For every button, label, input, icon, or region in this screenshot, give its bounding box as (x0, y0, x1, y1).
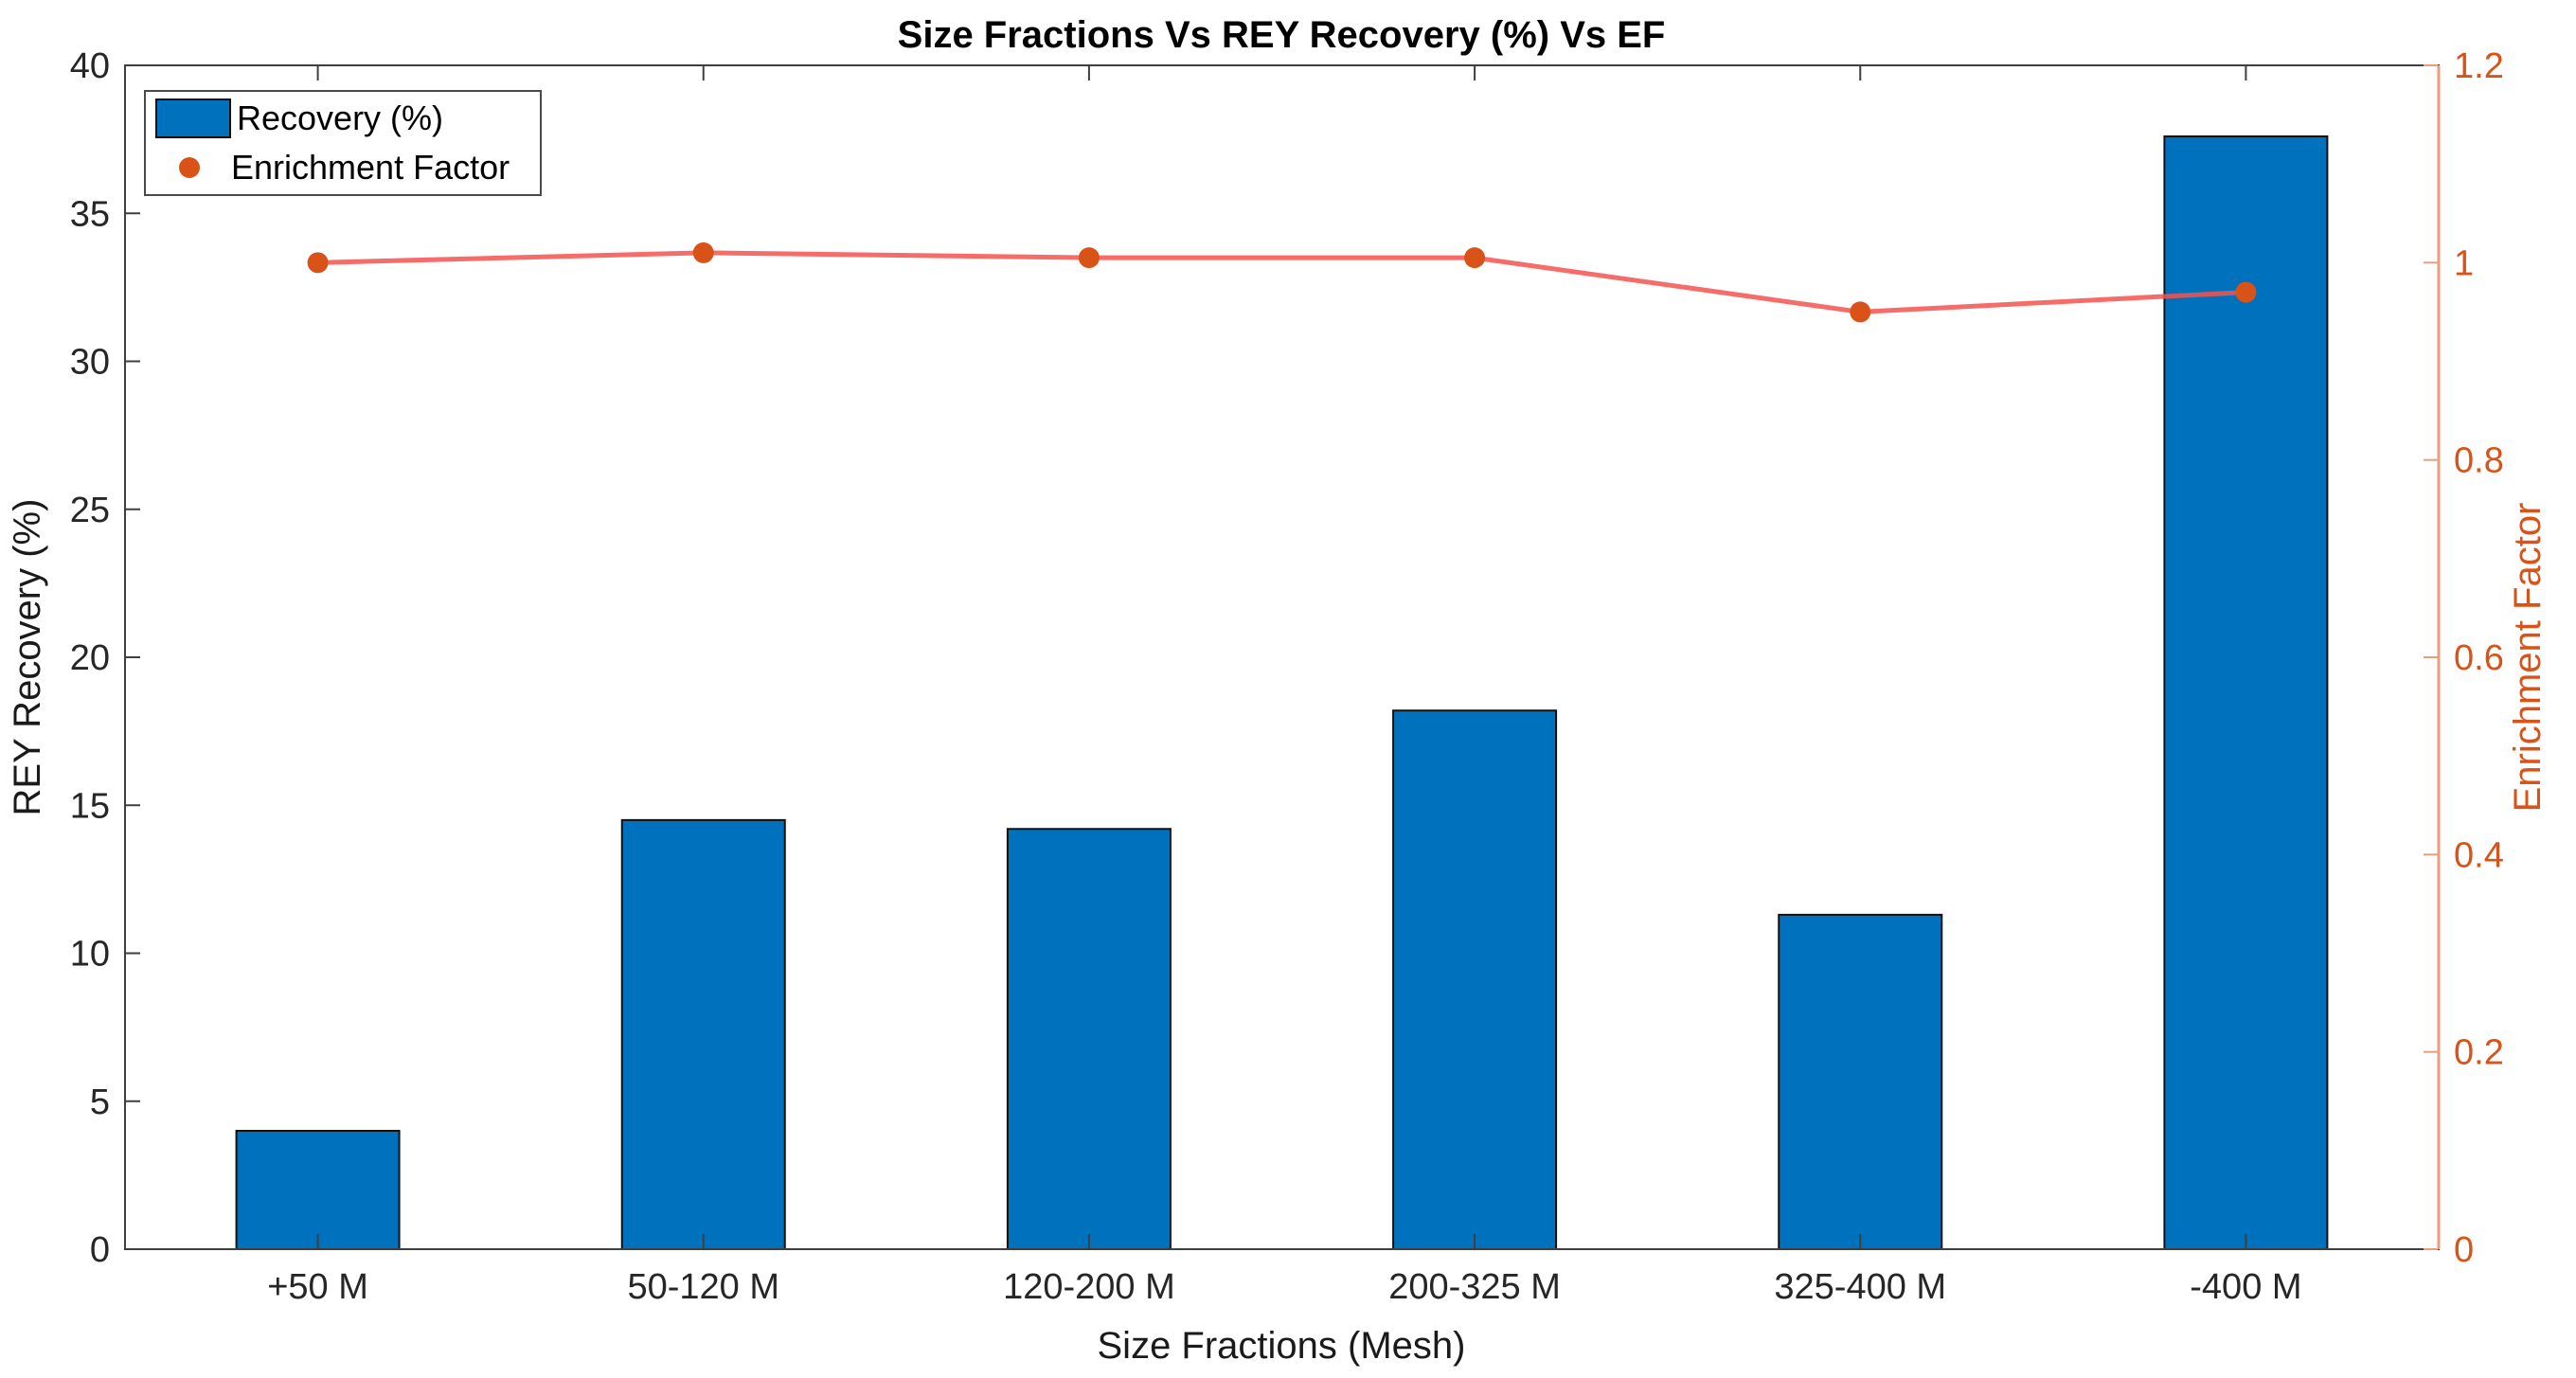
right-tick-label-6: 1.2 (2454, 46, 2504, 86)
right-tick-label-5: 1 (2454, 243, 2474, 283)
x-axis-label: Size Fractions (Mesh) (1098, 1325, 1466, 1367)
right-tick-label-3: 0.6 (2454, 638, 2504, 678)
y-axis-label-left: REY Recovery (%) (7, 499, 48, 816)
legend-bar-swatch (155, 98, 231, 138)
ef-point-1 (692, 242, 714, 263)
x-tick-label-4: 325-400 M (1774, 1267, 1946, 1307)
x-tick-label-2: 120-200 M (1003, 1267, 1175, 1307)
x-tick-label-5: -400 M (2190, 1267, 2301, 1307)
x-tick-label-0: +50 M (267, 1267, 368, 1307)
left-tick-label-3: 15 (70, 786, 110, 826)
x-tick-label-3: 200-325 M (1388, 1267, 1561, 1307)
ef-point-4 (1850, 301, 1871, 323)
left-tick-label-8: 40 (70, 46, 110, 86)
y-axis-label-right: Enrichment Factor (2507, 503, 2549, 813)
bar-2 (1006, 828, 1172, 1250)
ef-point-5 (2235, 281, 2257, 303)
legend-label-recovery: Recovery (%) (237, 98, 444, 137)
right-tick-label-0: 0 (2454, 1230, 2474, 1270)
ef-point-2 (1078, 247, 1100, 269)
left-tick-label-0: 0 (90, 1230, 110, 1270)
legend-dot-marker (179, 157, 200, 178)
right-tick-label-4: 0.8 (2454, 441, 2504, 481)
chart-title: Size Fractions Vs REY Recovery (%) Vs EF (898, 14, 1666, 56)
ef-point-3 (1464, 247, 1486, 269)
enrichment-line (317, 250, 2246, 314)
bar-1 (620, 818, 786, 1250)
plot-box (124, 64, 2440, 1250)
bar-3 (1392, 709, 1558, 1250)
right-tick-label-2: 0.4 (2454, 835, 2504, 875)
x-tick-label-1: 50-120 M (627, 1267, 779, 1307)
bar-4 (1778, 913, 1943, 1250)
bar-5 (2163, 135, 2329, 1250)
left-tick-label-5: 25 (70, 491, 110, 530)
left-tick-label-6: 30 (70, 343, 110, 383)
bar-0 (235, 1130, 401, 1250)
left-tick-label-1: 5 (90, 1083, 110, 1122)
left-tick-label-7: 35 (70, 194, 110, 234)
legend-entry-enrichment: Enrichment Factor (152, 145, 534, 190)
legend-label-enrichment: Enrichment Factor (231, 148, 510, 187)
left-tick-label-4: 20 (70, 638, 110, 678)
legend: Recovery (%) Enrichment Factor (144, 90, 542, 196)
ef-point-0 (307, 252, 329, 274)
left-tick-label-2: 10 (70, 935, 110, 975)
right-tick-label-1: 0.2 (2454, 1033, 2504, 1073)
legend-entry-recovery: Recovery (%) (152, 96, 534, 141)
